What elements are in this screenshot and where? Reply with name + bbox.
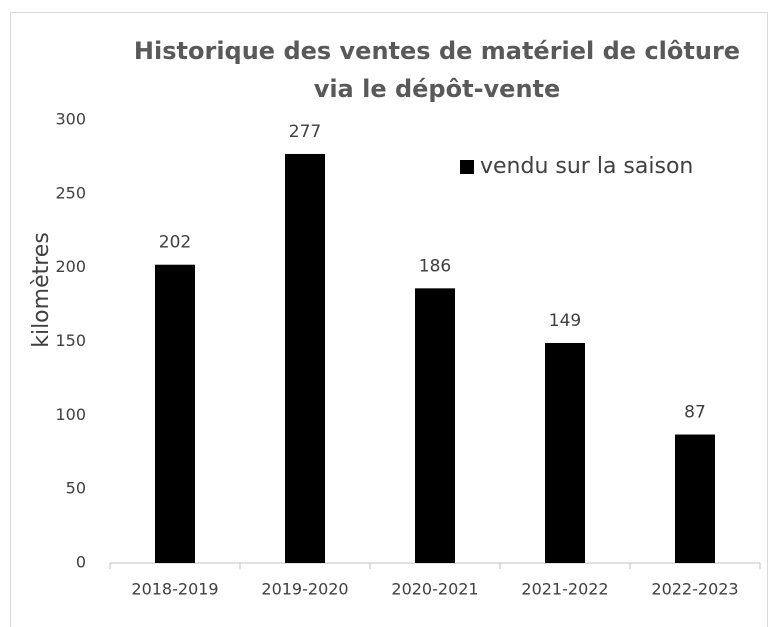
legend-label: vendu sur la saison <box>480 154 693 179</box>
data-label: 149 <box>549 311 581 331</box>
data-label: 186 <box>419 256 451 276</box>
x-tick-label: 2019-2020 <box>261 580 348 599</box>
x-tick-label: 2020-2021 <box>391 580 478 599</box>
chart-title: Historique des ventes de matériel de clô… <box>134 37 740 65</box>
chart-frame <box>10 12 768 627</box>
y-tick-label: 0 <box>76 553 86 572</box>
bar <box>285 153 325 564</box>
y-tick-label: 100 <box>55 405 86 424</box>
bar <box>415 288 455 563</box>
data-label: 277 <box>289 122 321 142</box>
data-label: 202 <box>159 233 191 253</box>
y-tick-label: 300 <box>55 110 86 129</box>
bar <box>675 434 715 563</box>
bar <box>155 264 195 563</box>
y-tick-label: 150 <box>55 331 86 350</box>
bar <box>545 342 585 563</box>
y-tick-label: 50 <box>66 479 86 498</box>
legend-swatch <box>460 160 474 174</box>
x-tick-label: 2022-2023 <box>651 580 738 599</box>
y-tick-label: 200 <box>55 257 86 276</box>
x-tick-label: 2021-2022 <box>521 580 608 599</box>
data-label: 87 <box>684 403 706 423</box>
y-tick-label: 250 <box>55 183 86 202</box>
chart-title: via le dépôt-vente <box>314 75 561 103</box>
x-tick-label: 2018-2019 <box>131 580 218 599</box>
y-axis-label: kilomètres <box>29 232 54 348</box>
